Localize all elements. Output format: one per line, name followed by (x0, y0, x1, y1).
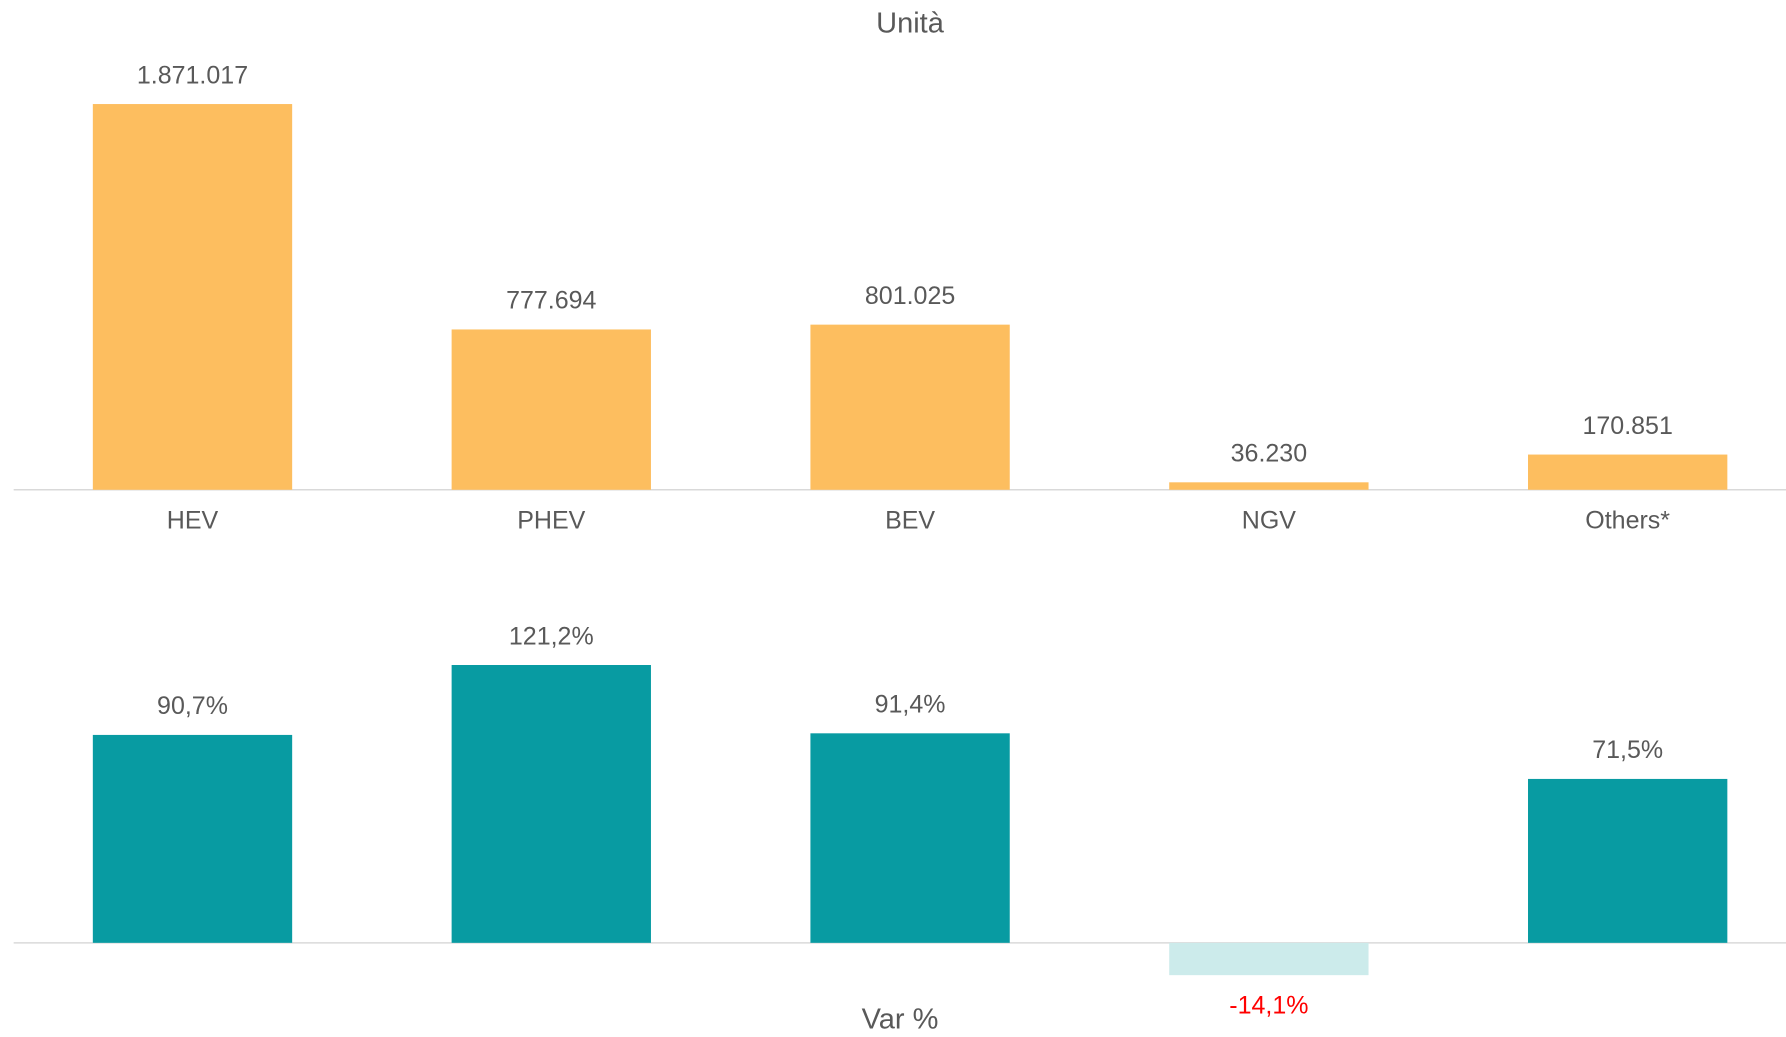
x-tick-label: Others* (1585, 506, 1670, 534)
data-label: 36.230 (1231, 440, 1307, 468)
data-label: 801.025 (865, 282, 955, 310)
data-label: 170.851 (1582, 412, 1672, 440)
x-tick-label: NGV (1242, 506, 1297, 534)
chart-title: Var % (862, 1004, 939, 1036)
bar (92, 734, 293, 943)
bar (92, 104, 293, 490)
bar (810, 324, 1010, 490)
x-tick-label: BEV (885, 506, 935, 534)
bar (451, 665, 651, 943)
data-label: 71,5% (1592, 736, 1663, 764)
bar (1528, 778, 1728, 943)
data-label: 121,2% (509, 622, 594, 650)
chart-title: Unità (876, 8, 945, 40)
data-label: -14,1% (1229, 992, 1308, 1020)
bar (451, 329, 651, 490)
data-label: 777.694 (506, 287, 596, 315)
data-label: 90,7% (157, 692, 228, 720)
bar (1528, 454, 1728, 490)
x-tick-label: HEV (167, 506, 219, 534)
data-label: 91,4% (875, 691, 946, 719)
bar (1169, 942, 1369, 976)
bar (810, 733, 1010, 943)
x-tick-label: PHEV (517, 506, 585, 534)
data-label: 1.871.017 (137, 61, 248, 89)
bar (1169, 482, 1369, 490)
